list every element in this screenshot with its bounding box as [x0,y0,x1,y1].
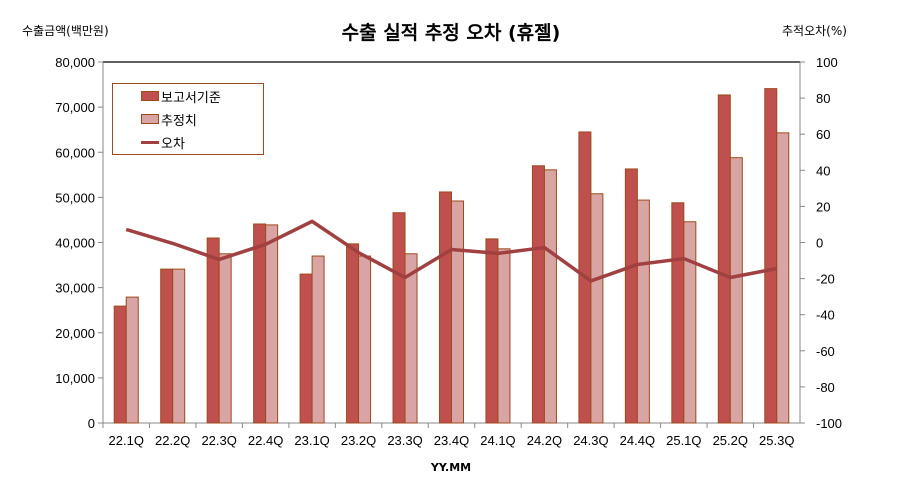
bar-estimate [636,199,650,424]
x-tick-label: 23.2Q [341,433,376,448]
y-tick-label: 50,000 [55,190,95,205]
bar-estimate [776,132,790,424]
legend-label: 보고서기준 [161,90,221,106]
y2-tick-label: 40 [816,163,830,178]
legend-item-estimate: 추정치 [141,110,197,129]
x-tick-label: 25.3Q [759,433,794,448]
y2-axis-label: 추적오차(%) [782,24,847,38]
x-tick-label: 23.3Q [387,433,422,448]
x-tick-label: 25.1Q [666,433,701,448]
bar-estimate [683,221,697,424]
bar-report [160,268,174,424]
bar-report [206,237,220,424]
x-tick-label: 24.1Q [480,433,515,448]
bar-report [392,212,406,424]
y2-tick-label: 0 [816,236,823,251]
legend-item-error: 오차 [141,133,185,152]
bar-estimate [172,268,186,424]
y-tick-label: 70,000 [55,100,95,115]
bar-report [624,168,638,424]
x-tick-label: 23.4Q [434,433,469,448]
bar-estimate [358,255,372,424]
chart-title: 수출 실적 추정 오차 (휴젤) [341,22,561,44]
bar-report [485,238,499,424]
x-tick-label: 24.4Q [620,433,655,448]
legend: 보고서기준 추정치 오차 [112,83,264,155]
bar-report [764,88,778,424]
y2-tick-label: 20 [816,199,830,214]
x-axis-label: YY.MM [430,461,472,474]
error-line [125,219,778,283]
legend-label: 오차 [161,136,185,152]
bar-estimate [451,200,464,424]
x-tick-label: 22.3Q [201,433,236,448]
bar-estimate [265,224,279,424]
x-tick-label: 22.2Q [155,433,190,448]
bar-estimate [311,255,325,424]
legend-swatch [141,114,159,124]
bar-estimate [404,253,418,424]
y-axis-label: 수출금액(백만원) [22,24,109,38]
y2-tick-label: -20 [816,272,835,287]
bar-report [717,94,731,424]
bar-estimate [497,248,511,424]
bar-estimate [729,157,743,424]
bar-estimate [590,193,604,424]
x-tick-label: 24.3Q [573,433,608,448]
y-tick-label: 20,000 [55,326,95,341]
bar-report [113,305,127,424]
bar-report [346,243,360,424]
bar-estimate [125,296,139,424]
y2-tick-label: -100 [816,416,842,431]
y2-tick-label: 60 [816,127,830,142]
x-tick-label: 23.1Q [294,433,329,448]
bar-estimate [218,253,232,424]
bar-report [439,191,452,424]
legend-swatch [141,91,159,101]
y-tick-label: 10,000 [55,371,95,386]
x-tick-label: 24.2Q [527,433,562,448]
x-tick-label: 22.1Q [109,433,144,448]
y-tick-label: 30,000 [55,281,95,296]
y-tick-label: 80,000 [55,55,95,70]
y2-tick-label: -40 [816,308,835,323]
y-tick-label: 40,000 [55,236,95,251]
y-tick-label: 0 [88,416,95,431]
bar-report [671,202,685,424]
x-tick-label: 25.2Q [713,433,748,448]
legend-item-report: 보고서기준 [141,87,221,106]
y-tick-label: 60,000 [55,145,95,160]
bar-estimate [543,169,557,424]
legend-line [141,140,159,144]
y2-tick-label: 80 [816,91,830,106]
bar-report [253,223,267,424]
legend-label: 추정치 [161,113,197,129]
bar-report [299,273,313,424]
bar-report [531,165,545,424]
x-tick-label: 22.4Q [248,433,283,448]
y2-tick-label: 100 [816,55,838,70]
y2-tick-label: -60 [816,344,835,359]
y2-tick-label: -80 [816,380,835,395]
